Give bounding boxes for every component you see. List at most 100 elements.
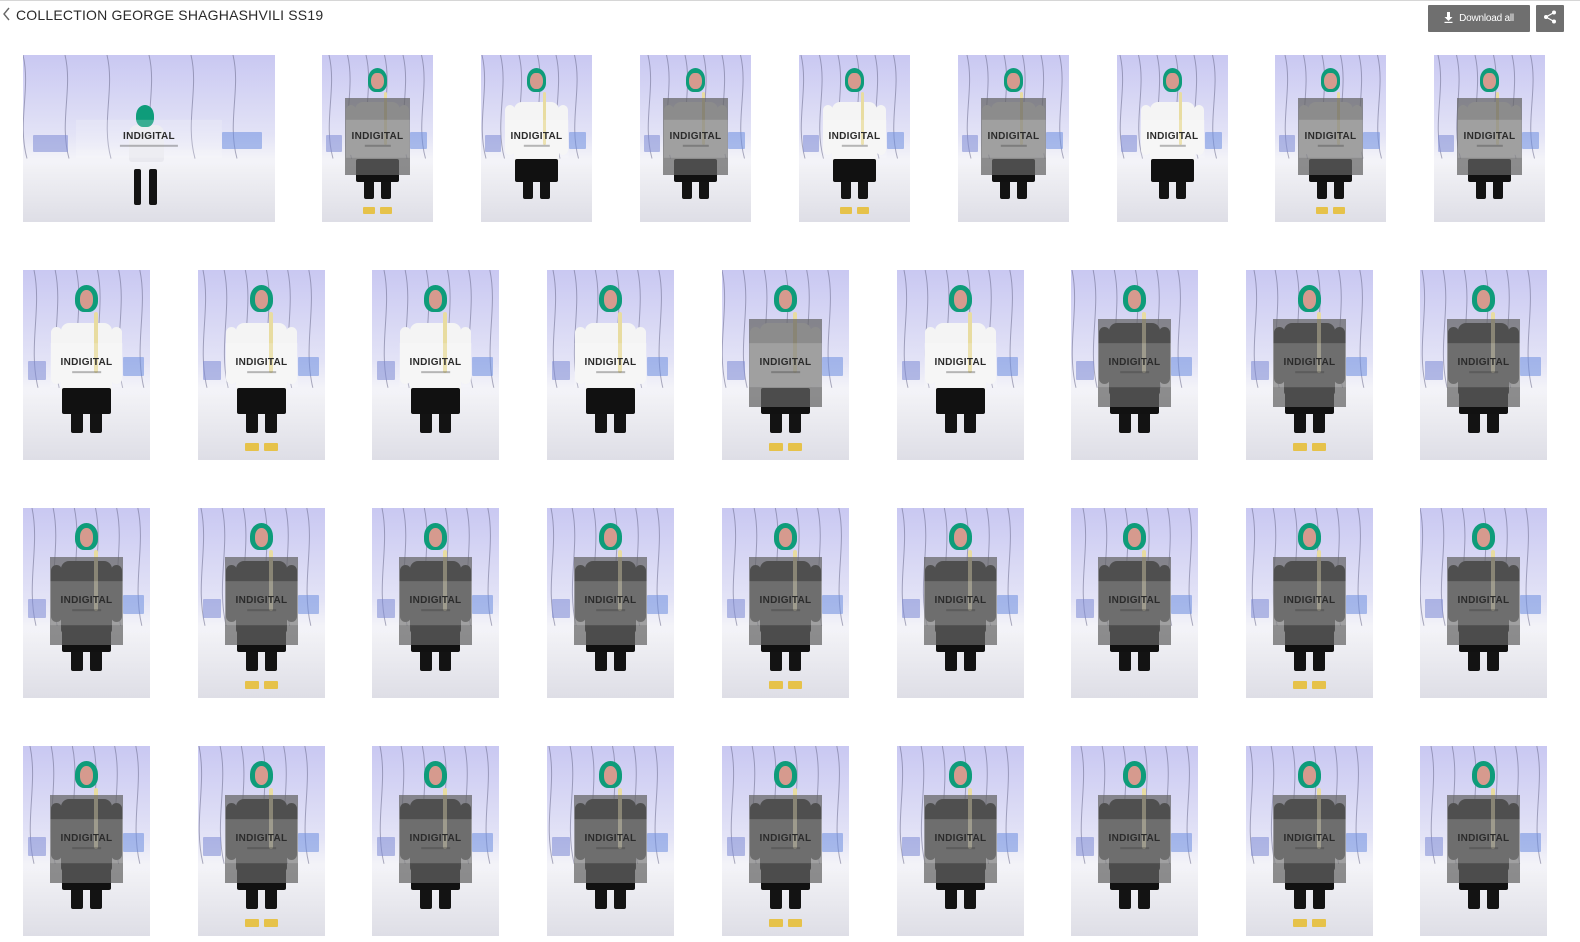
watermark-subline: [71, 847, 102, 849]
set-table: [203, 837, 221, 857]
share-button[interactable]: [1536, 5, 1564, 32]
face: [79, 765, 94, 785]
watermark: INDIGITAL: [573, 819, 648, 863]
photo-thumbnail[interactable]: INDIGITAL: [547, 270, 674, 460]
figure-shoe: [768, 918, 783, 927]
photo-thumbnail[interactable]: INDIGITAL: [722, 270, 849, 460]
photo-thumbnail[interactable]: INDIGITAL: [1117, 55, 1228, 222]
face: [1476, 765, 1491, 785]
photo-thumbnail[interactable]: INDIGITAL: [1420, 508, 1547, 698]
watermark: INDIGITAL: [822, 119, 887, 158]
watermark-subline: [1317, 144, 1344, 147]
watermark-text: INDIGITAL: [1283, 833, 1336, 844]
figure-shoe: [1312, 680, 1326, 689]
face: [848, 72, 861, 90]
set-table: [1520, 833, 1541, 853]
photo-thumbnail[interactable]: INDIGITAL: [958, 55, 1069, 222]
set-table: [472, 357, 493, 377]
photo-thumbnail[interactable]: INDIGITAL: [23, 508, 150, 698]
figure-arm: [459, 327, 472, 384]
set-table: [485, 135, 501, 152]
photo-thumbnail[interactable]: INDIGITAL: [1246, 508, 1373, 698]
braid: [1179, 91, 1183, 146]
photo-thumbnail[interactable]: INDIGITAL: [198, 508, 325, 698]
watermark: INDIGITAL: [573, 581, 648, 625]
watermark: INDIGITAL: [398, 343, 473, 387]
watermark-overlay: [1097, 795, 1172, 883]
watermark-overlay: [663, 98, 728, 176]
photo-thumbnail[interactable]: INDIGITAL: [23, 55, 275, 222]
photo-thumbnail[interactable]: INDIGITAL: [897, 746, 1024, 936]
photo-thumbnail[interactable]: INDIGITAL: [481, 55, 592, 222]
photo-thumbnail[interactable]: INDIGITAL: [1246, 746, 1373, 936]
photo-thumbnail[interactable]: INDIGITAL: [23, 270, 150, 460]
figure-shoe: [379, 206, 392, 214]
photo-thumbnail[interactable]: INDIGITAL: [1071, 746, 1198, 936]
figure-leg: [149, 168, 157, 206]
photo-thumbnail[interactable]: INDIGITAL: [1420, 270, 1547, 460]
watermark: INDIGITAL: [224, 343, 299, 387]
braid: [94, 311, 98, 373]
set-table: [647, 357, 668, 377]
watermark-text: INDIGITAL: [1463, 130, 1516, 142]
watermark: INDIGITAL: [923, 581, 998, 625]
photo-thumbnail[interactable]: INDIGITAL: [1420, 746, 1547, 936]
watermark-text: INDIGITAL: [584, 595, 637, 606]
watermark: INDIGITAL: [224, 819, 299, 863]
set-table: [1171, 833, 1192, 853]
watermark-overlay: [224, 557, 299, 645]
download-all-label: Download all: [1459, 13, 1514, 24]
set-table: [203, 599, 221, 619]
photo-thumbnail[interactable]: INDIGITAL: [722, 746, 849, 936]
watermark-text: INDIGITAL: [409, 595, 462, 606]
photo-thumbnail[interactable]: INDIGITAL: [897, 270, 1024, 460]
photo-thumbnail[interactable]: INDIGITAL: [547, 746, 674, 936]
braid: [618, 311, 622, 373]
photo-thumbnail[interactable]: INDIGITAL: [799, 55, 910, 222]
watermark: INDIGITAL: [981, 119, 1046, 158]
face: [1483, 72, 1496, 90]
photo-thumbnail[interactable]: INDIGITAL: [897, 508, 1024, 698]
photo-thumbnail[interactable]: INDIGITAL: [198, 270, 325, 460]
photo-thumbnail[interactable]: INDIGITAL: [23, 746, 150, 936]
photo-thumbnail[interactable]: INDIGITAL: [722, 508, 849, 698]
photo-thumbnail[interactable]: INDIGITAL: [372, 270, 499, 460]
watermark-subline: [770, 371, 801, 373]
set-table: [1346, 357, 1367, 377]
watermark-subline: [1294, 847, 1325, 849]
set-table: [647, 595, 668, 615]
figure-shoe: [1292, 442, 1307, 451]
photo-thumbnail[interactable]: INDIGITAL: [1275, 55, 1386, 222]
watermark-text: INDIGITAL: [934, 595, 987, 606]
watermark-subline: [770, 847, 801, 849]
photo-thumbnail[interactable]: INDIGITAL: [372, 508, 499, 698]
figure-shoe: [264, 918, 278, 927]
face: [428, 527, 443, 547]
figure-shoe: [1292, 918, 1307, 927]
photo-thumbnail[interactable]: INDIGITAL: [198, 746, 325, 936]
watermark-text: INDIGITAL: [123, 130, 175, 142]
photo-thumbnail[interactable]: INDIGITAL: [1071, 270, 1198, 460]
face: [1302, 289, 1317, 309]
photo-thumbnail[interactable]: INDIGITAL: [1246, 270, 1373, 460]
photo-thumbnail[interactable]: INDIGITAL: [547, 508, 674, 698]
download-all-button[interactable]: Download all: [1428, 5, 1530, 32]
watermark-overlay: [923, 557, 998, 645]
face: [953, 289, 968, 309]
watermark-subline: [246, 847, 277, 849]
face: [428, 289, 443, 309]
watermark-overlay: [1298, 98, 1363, 176]
watermark-overlay: [573, 557, 648, 645]
braid: [968, 311, 972, 373]
photo-thumbnail[interactable]: INDIGITAL: [322, 55, 433, 222]
watermark: INDIGITAL: [398, 819, 473, 863]
photo-thumbnail[interactable]: INDIGITAL: [1434, 55, 1545, 222]
set-table: [123, 833, 144, 853]
chevron-left-icon[interactable]: [2, 6, 14, 22]
watermark-subline: [364, 144, 391, 147]
watermark-subline: [1476, 144, 1503, 147]
photo-thumbnail[interactable]: INDIGITAL: [1071, 508, 1198, 698]
photo-thumbnail[interactable]: INDIGITAL: [372, 746, 499, 936]
photo-thumbnail[interactable]: INDIGITAL: [640, 55, 751, 222]
set-table: [1438, 135, 1454, 152]
